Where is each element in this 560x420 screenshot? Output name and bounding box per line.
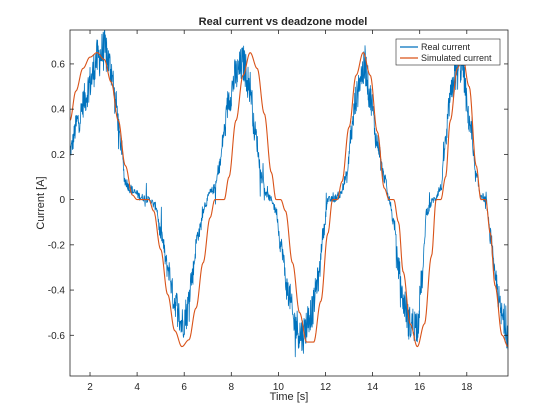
y-tick-label: -0.2: [48, 240, 66, 251]
x-tick-label: 12: [320, 382, 332, 393]
series-line-simulated-current: [70, 52, 508, 348]
x-tick-label: 10: [273, 382, 285, 393]
legend-label-real-current: Real current: [421, 42, 471, 52]
y-tick-label: 0.4: [51, 105, 65, 116]
x-tick-label: 16: [414, 382, 426, 393]
x-tick-label: 2: [87, 382, 93, 393]
x-tick-label: 14: [367, 382, 379, 393]
y-axis-label: Current [A]: [35, 176, 47, 229]
ticks-layer: 2 4 6 8 10 12 14 16 18 0.6 0.4 0.2 0 -0.2 -0.4 -0.6: [48, 30, 508, 393]
legend-label-simulated-current: Simulated current: [421, 53, 492, 63]
series-layer: [70, 30, 508, 358]
axes-box: [69, 29, 509, 377]
y-tick-label: 0.2: [51, 150, 65, 161]
legend-box: [395, 38, 501, 66]
chart-title: Real current vs deadzone model: [199, 16, 368, 28]
plot-area: [70, 30, 508, 376]
y-tick-label: -0.6: [48, 331, 66, 342]
y-tick-label: 0.6: [51, 59, 65, 70]
x-tick-label: 8: [229, 382, 235, 393]
x-axis-label: Time [s]: [270, 391, 309, 403]
x-tick-label: 6: [181, 382, 187, 393]
legend: Real current Simulated current: [395, 38, 501, 66]
x-tick-label: 18: [461, 382, 473, 393]
x-tick-label: 4: [134, 382, 140, 393]
y-tick-label: 0: [59, 195, 65, 206]
y-tick-label: -0.4: [48, 286, 66, 297]
